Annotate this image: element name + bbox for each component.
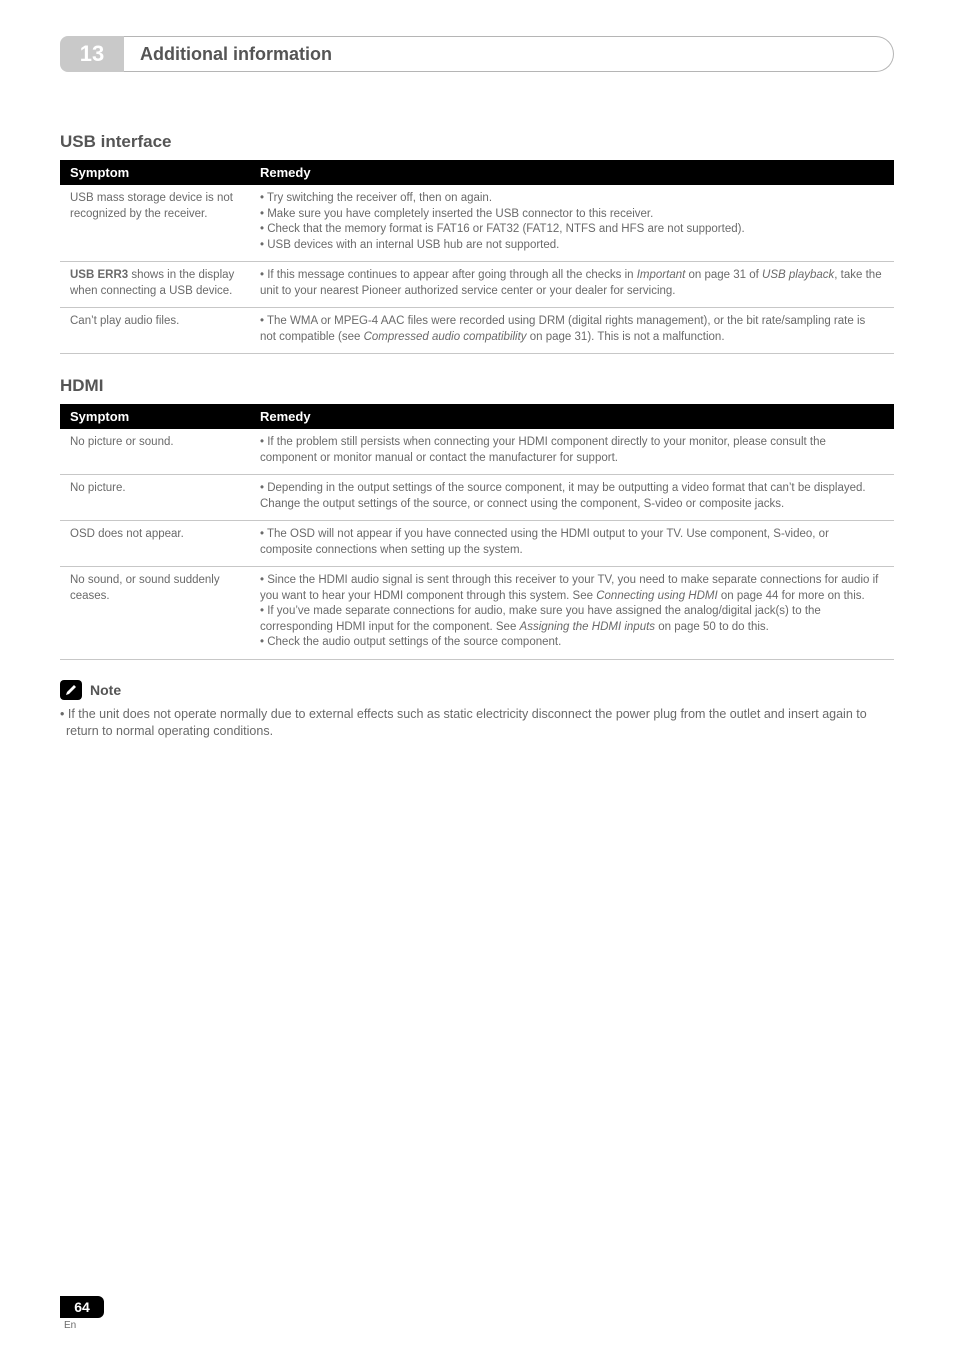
chapter-bar: 13 Additional information xyxy=(60,36,894,72)
cell-remedy: • If the problem still persists when con… xyxy=(250,429,894,475)
table-row: USB mass storage device is not recognize… xyxy=(60,185,894,262)
page-language: En xyxy=(64,1320,104,1331)
cell-symptom: USB mass storage device is not recognize… xyxy=(60,185,250,262)
table-row: Can’t play audio files. • The WMA or MPE… xyxy=(60,308,894,354)
table-row: OSD does not appear. • The OSD will not … xyxy=(60,521,894,567)
chapter-title: Additional information xyxy=(124,36,894,72)
page-number: 64 xyxy=(60,1296,104,1318)
cell-symptom: No picture or sound. xyxy=(60,429,250,475)
cell-remedy: • The OSD will not appear if you have co… xyxy=(250,521,894,567)
table-row: No picture. • Depending in the output se… xyxy=(60,475,894,521)
page-footer: 64 En xyxy=(60,1296,104,1331)
cell-remedy: • Try switching the receiver off, then o… xyxy=(250,185,894,262)
cell-remedy: • If this message continues to appear af… xyxy=(250,262,894,308)
note-body: • If the unit does not operate normally … xyxy=(60,706,894,741)
cell-symptom: OSD does not appear. xyxy=(60,521,250,567)
cell-symptom: Can’t play audio files. xyxy=(60,308,250,354)
table-col-remedy: Remedy xyxy=(250,404,894,429)
cell-symptom: USB ERR3 shows in the display when conne… xyxy=(60,262,250,308)
cell-symptom: No picture. xyxy=(60,475,250,521)
table-row: No picture or sound. • If the problem st… xyxy=(60,429,894,475)
cell-remedy: • Depending in the output settings of th… xyxy=(250,475,894,521)
page: 13 Additional information USB interface … xyxy=(0,0,954,1351)
section-heading-usb: USB interface xyxy=(60,132,894,152)
chapter-number: 13 xyxy=(60,36,124,72)
table-row: No sound, or sound suddenly ceases. • Si… xyxy=(60,567,894,660)
note-header: Note xyxy=(60,680,894,700)
table-row: USB ERR3 shows in the display when conne… xyxy=(60,262,894,308)
note-label: Note xyxy=(90,682,121,698)
cell-remedy: • The WMA or MPEG-4 AAC files were recor… xyxy=(250,308,894,354)
table-col-remedy: Remedy xyxy=(250,160,894,185)
table-usb: Symptom Remedy USB mass storage device i… xyxy=(60,160,894,354)
section-heading-hdmi: HDMI xyxy=(60,376,894,396)
table-col-symptom: Symptom xyxy=(60,160,250,185)
cell-symptom: No sound, or sound suddenly ceases. xyxy=(60,567,250,660)
table-hdmi: Symptom Remedy No picture or sound. • If… xyxy=(60,404,894,660)
cell-remedy: • Since the HDMI audio signal is sent th… xyxy=(250,567,894,660)
pencil-icon xyxy=(60,680,82,700)
table-col-symptom: Symptom xyxy=(60,404,250,429)
